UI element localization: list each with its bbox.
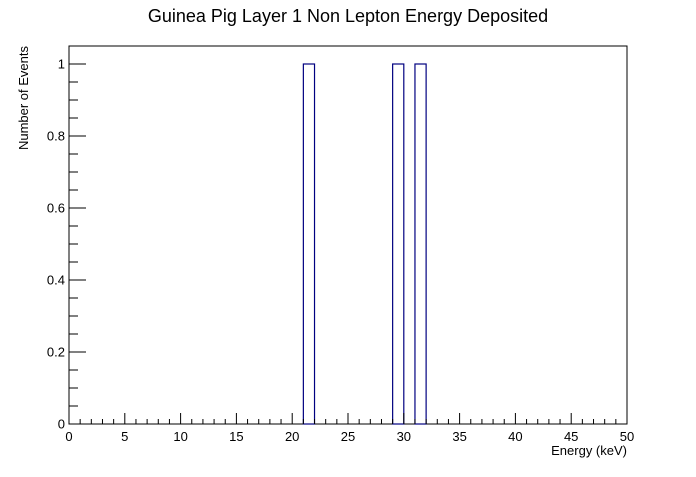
x-tick-label: 5	[121, 429, 128, 444]
y-tick-label: 0.4	[47, 273, 65, 288]
histogram-bar	[302, 63, 316, 425]
bars-group	[302, 63, 427, 425]
x-tick-label: 0	[65, 429, 72, 444]
histogram-bar	[392, 63, 405, 425]
x-tick-label: 15	[229, 429, 243, 444]
x-axis-title: Energy (keV)	[551, 443, 627, 458]
x-tick-label: 45	[564, 429, 578, 444]
plot-frame	[68, 45, 628, 425]
y-axis: 0 0.2 0.4 0.6 0.8 1	[47, 57, 86, 432]
y-tick-label: 0.2	[47, 345, 65, 360]
y-axis-title: Number of Events	[16, 46, 31, 151]
x-tick-label: 50	[620, 429, 634, 444]
y-tick-label: 0.6	[47, 201, 65, 216]
x-tick-label: 40	[508, 429, 522, 444]
y-tick-label: 0.8	[47, 129, 65, 144]
histogram-bar	[414, 63, 427, 425]
x-tick-label: 10	[173, 429, 187, 444]
x-axis: 0 5 10 15 20 25 30 35 40 45 50	[65, 413, 634, 444]
x-tick-label: 20	[285, 429, 299, 444]
x-tick-label: 25	[341, 429, 355, 444]
x-tick-label: 35	[452, 429, 466, 444]
chart-title: Guinea Pig Layer 1 Non Lepton Energy Dep…	[148, 6, 548, 26]
x-tick-label: 30	[397, 429, 411, 444]
y-tick-label: 0	[58, 417, 65, 432]
y-tick-label: 1	[58, 57, 65, 72]
